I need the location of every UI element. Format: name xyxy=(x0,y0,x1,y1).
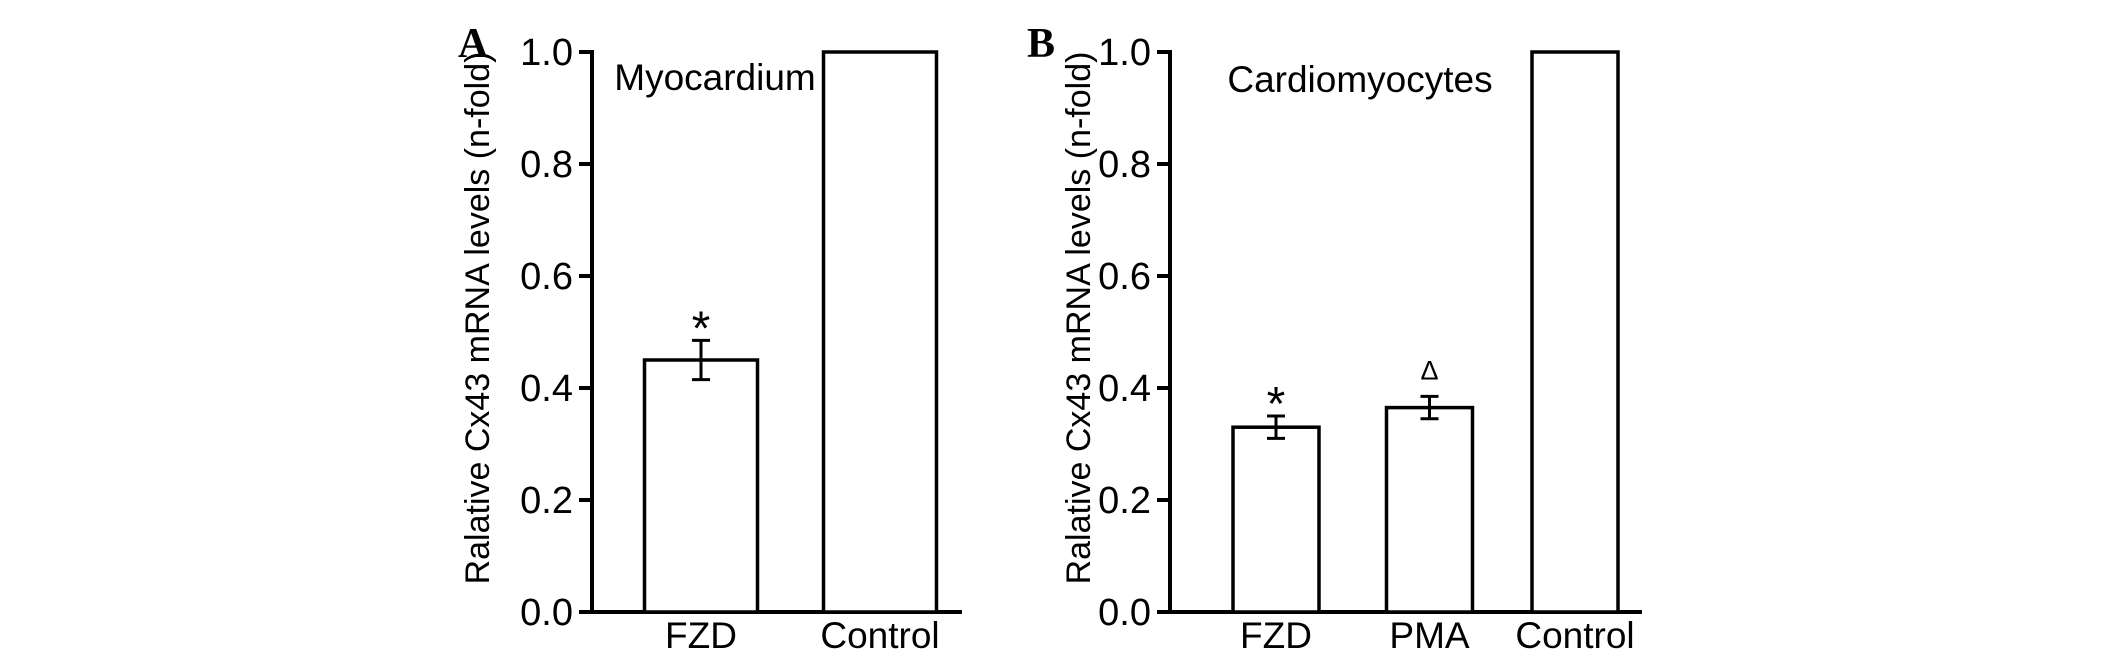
y-axis-tick-label: 1.0 xyxy=(1098,32,1151,74)
bar-fzd xyxy=(642,358,760,614)
error-bar xyxy=(692,338,710,382)
panel-title: Cardiomyocytes xyxy=(1227,59,1492,100)
y-axis-tick-label: 0.4 xyxy=(1098,368,1151,410)
panel-title: Myocardium xyxy=(614,57,816,98)
panel-label: A xyxy=(458,21,489,67)
significance-marker-triangle: Δ xyxy=(1420,355,1438,385)
y-axis-title: Ralative Cx43 mRNA levels (n-fold) xyxy=(459,52,497,585)
error-bar xyxy=(1267,414,1285,440)
y-axis-tick-label: 0.8 xyxy=(1098,144,1151,186)
y-axis-tick-label: 0.8 xyxy=(520,144,573,186)
y-axis-tick-label: 0.6 xyxy=(1098,256,1151,298)
y-axis-tick-label: 1.0 xyxy=(520,32,573,74)
y-axis-tick-label: 0.2 xyxy=(1098,480,1151,522)
error-bar xyxy=(1420,394,1439,421)
significance-marker-asterisk: * xyxy=(692,302,711,355)
panel-label: B xyxy=(1027,21,1055,67)
bar-pma xyxy=(1384,405,1475,614)
y-axis-tick-label: 0.0 xyxy=(520,592,573,634)
x-axis-category-label: FZD xyxy=(1240,615,1312,652)
y-axis-title: Ralative Cx43 mRNA levels (n-fold) xyxy=(1060,52,1098,585)
y-axis-tick-label: 0.4 xyxy=(520,368,573,410)
significance-marker-asterisk: * xyxy=(1267,378,1286,431)
y-axis-tick-label: 0.2 xyxy=(520,480,573,522)
x-axis-category-label: PMA xyxy=(1389,615,1470,652)
x-axis-category-label: Control xyxy=(820,615,939,652)
bar-control xyxy=(821,50,939,614)
y-axis-tick-label: 0.6 xyxy=(520,256,573,298)
y-axis-tick-label: 0.0 xyxy=(1098,592,1151,634)
x-axis-category-label: Control xyxy=(1515,615,1634,652)
bar-fzd xyxy=(1231,425,1321,614)
bar-control xyxy=(1530,50,1620,614)
x-axis-category-label: FZD xyxy=(665,615,737,652)
